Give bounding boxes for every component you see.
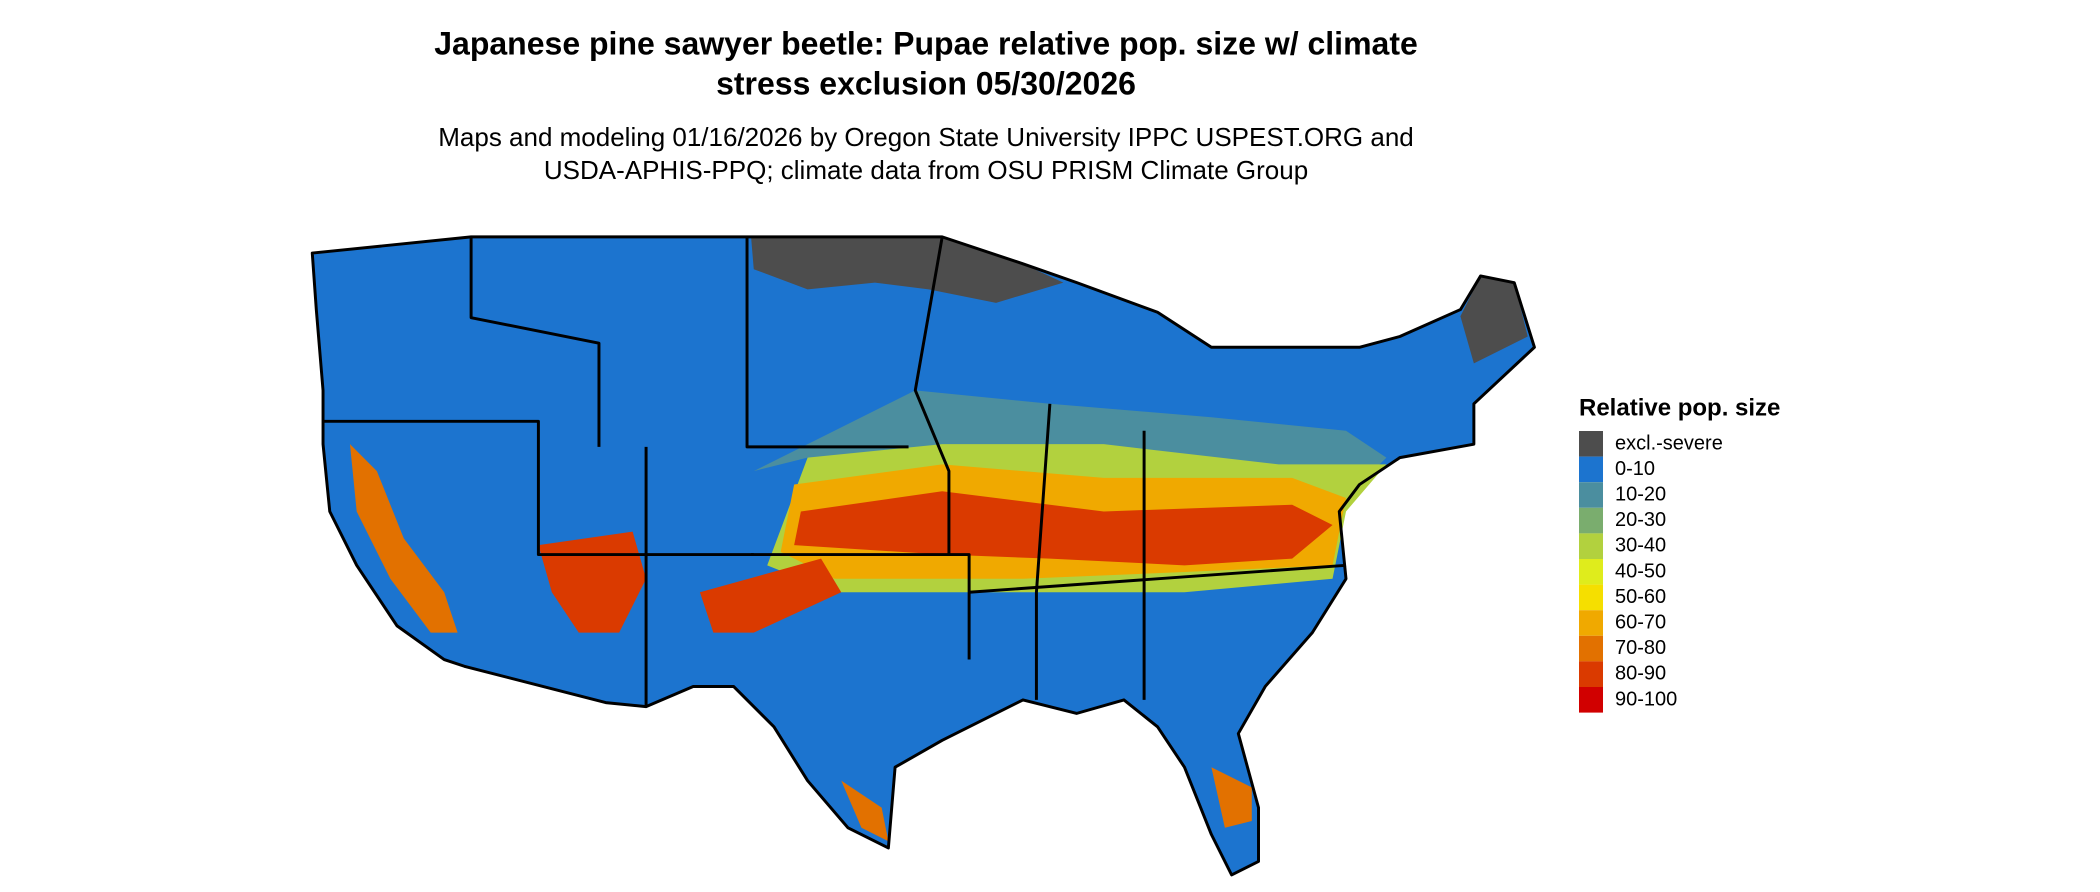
region xyxy=(699,558,842,633)
legend-label: 0-10 xyxy=(1615,458,1655,480)
legend-label: 50-60 xyxy=(1615,586,1666,608)
state-border xyxy=(751,553,971,660)
legend-label: 60-70 xyxy=(1615,611,1666,633)
legend-label: excl.-severe xyxy=(1615,432,1723,454)
legend-swatch xyxy=(1579,431,1603,457)
legend-swatch xyxy=(1579,482,1603,508)
legend-label: 70-80 xyxy=(1615,637,1666,659)
legend-swatch xyxy=(1579,533,1603,559)
region xyxy=(349,444,458,633)
state-border xyxy=(913,236,951,555)
region xyxy=(1460,275,1528,364)
subtitle: Maps and modeling 01/16/2026 by Oregon S… xyxy=(438,122,1414,152)
legend: excl.-severe 0-10 10-20 20-30 30-40 40-50 50-6… xyxy=(1579,431,1723,713)
legend-swatch xyxy=(1579,687,1603,713)
region xyxy=(841,780,889,842)
legend-label: 80-90 xyxy=(1615,663,1666,685)
title: stress exclusion 05/30/2026 xyxy=(716,65,1136,101)
legend-title: Relative pop. size xyxy=(1579,394,1780,421)
legend-swatch xyxy=(1579,507,1603,534)
state-border xyxy=(1034,403,1052,700)
legend-swatch xyxy=(1579,584,1603,611)
legend-label: 20-30 xyxy=(1615,509,1666,531)
region xyxy=(794,491,1333,566)
map xyxy=(310,235,1536,877)
us-border xyxy=(310,235,1536,877)
legend-label: 30-40 xyxy=(1615,535,1666,557)
state-border xyxy=(745,236,909,449)
region xyxy=(538,531,647,633)
legend-swatch xyxy=(1579,559,1603,585)
state-border xyxy=(969,563,1347,594)
legend-swatch xyxy=(1579,456,1603,483)
legend-swatch xyxy=(1579,635,1603,662)
title: Japanese pine sawyer beetle: Pupae relat… xyxy=(434,25,1418,61)
legend-swatch xyxy=(1579,661,1603,687)
state-border xyxy=(469,236,601,447)
subtitle: USDA-APHIS-PPQ; climate data from OSU PR… xyxy=(544,155,1308,185)
legend-label: 10-20 xyxy=(1615,483,1666,505)
region xyxy=(1211,767,1252,828)
legend-swatch xyxy=(1579,610,1603,636)
region xyxy=(751,236,1064,303)
legend-label: 40-50 xyxy=(1615,560,1666,582)
legend-label: 90-100 xyxy=(1615,688,1677,710)
